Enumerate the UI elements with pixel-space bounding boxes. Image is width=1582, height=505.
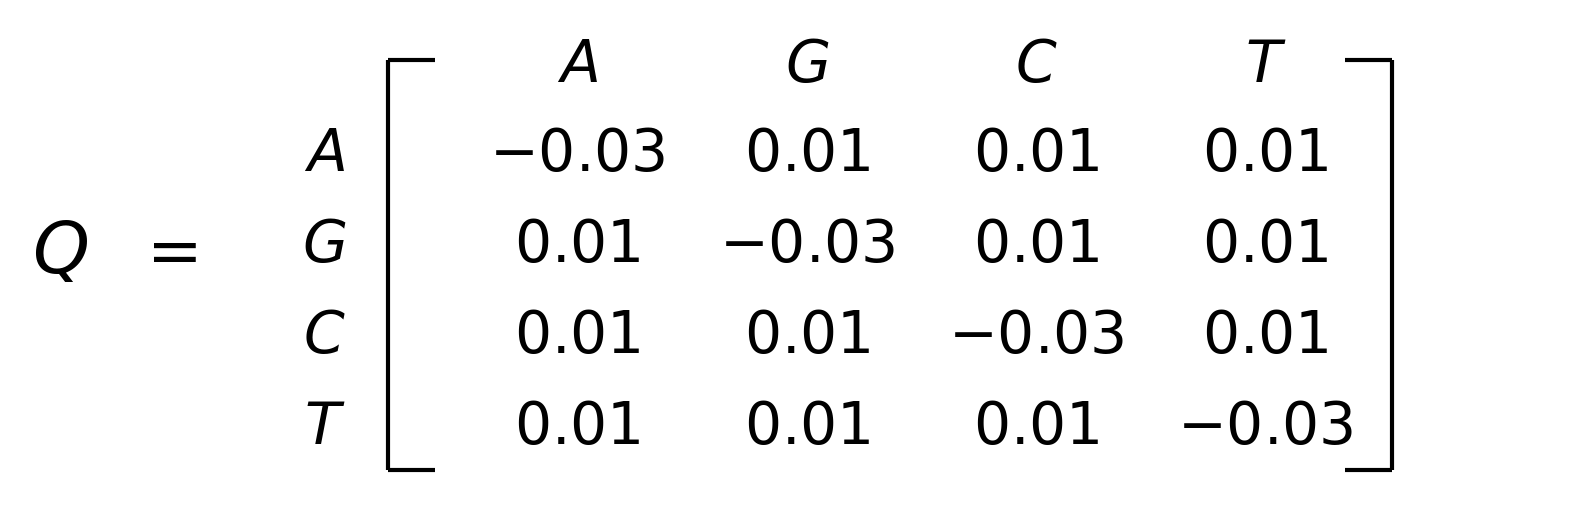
Text: $\mathrm{0.01}$: $\mathrm{0.01}$ [973,126,1099,182]
Text: $\mathrm{-0.03}$: $\mathrm{-0.03}$ [718,217,895,273]
Text: $\mathit{T}$: $\mathit{T}$ [1245,37,1286,94]
Text: $\mathit{G}$: $\mathit{G}$ [302,217,346,273]
Text: $\mathrm{0.01}$: $\mathrm{0.01}$ [514,308,641,364]
Text: $\mathrm{0.01}$: $\mathrm{0.01}$ [973,217,1099,273]
Text: $\mathrm{-0.03}$: $\mathrm{-0.03}$ [1177,398,1354,455]
Text: $\mathit{A}$: $\mathit{A}$ [304,126,345,182]
Text: $\mathrm{0.01}$: $\mathrm{0.01}$ [514,217,641,273]
Text: $\mathit{Q}$: $\mathit{Q}$ [32,218,89,287]
Text: $\mathit{C}$: $\mathit{C}$ [1016,37,1057,94]
Text: $\mathrm{0.01}$: $\mathrm{0.01}$ [973,398,1099,455]
Text: $=$: $=$ [134,220,198,285]
Text: $\mathit{G}$: $\mathit{G}$ [785,37,829,94]
Text: $\mathrm{0.01}$: $\mathrm{0.01}$ [514,398,641,455]
Text: $\mathrm{0.01}$: $\mathrm{0.01}$ [1202,308,1329,364]
Text: $\mathrm{-0.03}$: $\mathrm{-0.03}$ [948,308,1125,364]
Text: $\mathit{T}$: $\mathit{T}$ [304,398,345,455]
Text: $\mathrm{0.01}$: $\mathrm{0.01}$ [744,126,870,182]
Text: $\mathrm{-0.03}$: $\mathrm{-0.03}$ [489,126,666,182]
Text: $\mathit{C}$: $\mathit{C}$ [304,308,345,364]
Text: $\mathit{A}$: $\mathit{A}$ [557,37,598,94]
Text: $\mathrm{0.01}$: $\mathrm{0.01}$ [1202,217,1329,273]
Text: $\mathrm{0.01}$: $\mathrm{0.01}$ [1202,126,1329,182]
Text: $\mathrm{0.01}$: $\mathrm{0.01}$ [744,398,870,455]
Text: $\mathrm{0.01}$: $\mathrm{0.01}$ [744,308,870,364]
